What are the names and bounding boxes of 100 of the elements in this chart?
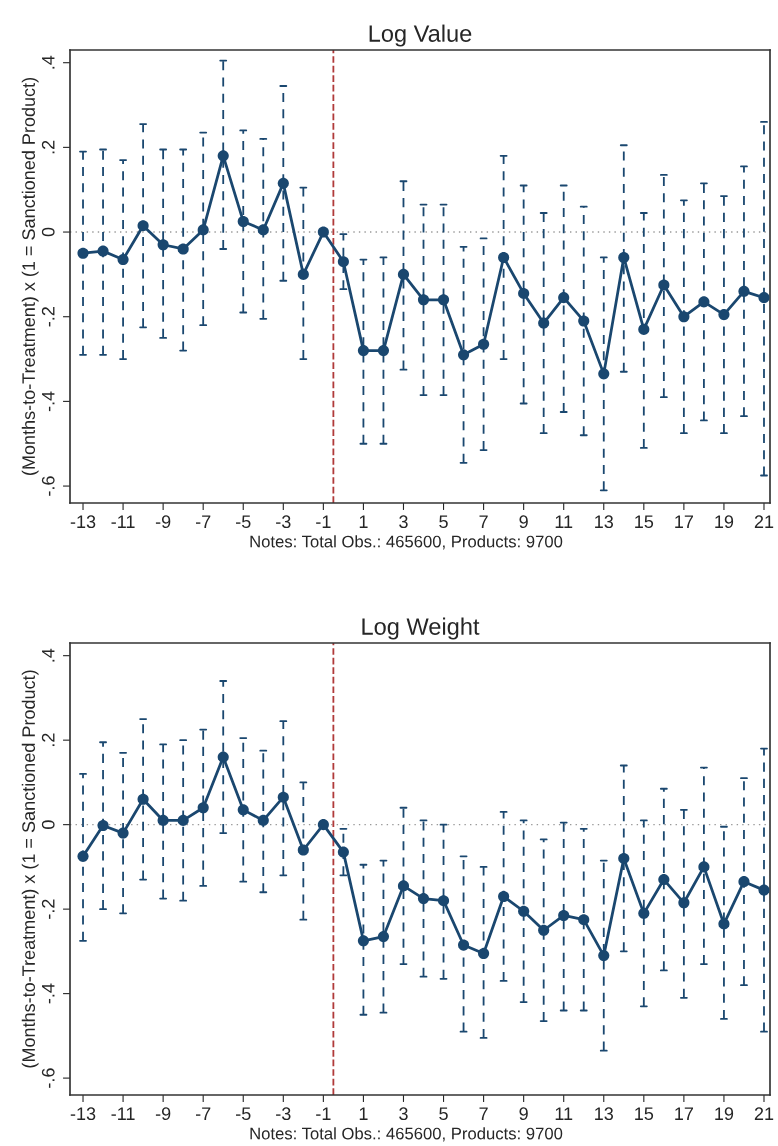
x-tick-label: 9 bbox=[519, 1107, 528, 1121]
point bbox=[337, 846, 349, 858]
point bbox=[738, 285, 750, 297]
point bbox=[177, 243, 189, 255]
y-tick-label: -.2 bbox=[41, 899, 55, 919]
point bbox=[538, 317, 550, 329]
point bbox=[458, 939, 470, 951]
point bbox=[478, 947, 490, 960]
x-tick-label: 11 bbox=[555, 515, 573, 528]
y-tick-label: .4 bbox=[42, 55, 55, 69]
y-axis-title: (Months-to-Treatment) x (1 = Sanctioned Product) bbox=[21, 670, 39, 1068]
x-tick-label: 7 bbox=[479, 515, 488, 528]
point bbox=[257, 814, 269, 826]
y-tick-label: -.6 bbox=[41, 1068, 55, 1088]
point bbox=[197, 802, 209, 814]
y-tick-label: 0 bbox=[41, 227, 55, 237]
text: Notes: Total Obs.: 465600, Products: 9700 bbox=[250, 1127, 563, 1142]
point bbox=[177, 814, 189, 826]
point bbox=[77, 247, 89, 259]
x-tick-label: 5 bbox=[439, 1107, 448, 1121]
point bbox=[397, 268, 410, 280]
point bbox=[638, 907, 650, 919]
x-tick-label: 1 bbox=[359, 515, 368, 528]
point bbox=[437, 895, 450, 907]
x-tick-label: -7 bbox=[195, 515, 211, 528]
point bbox=[578, 914, 590, 926]
point bbox=[417, 294, 430, 306]
point bbox=[458, 349, 470, 361]
point bbox=[97, 245, 109, 257]
point bbox=[317, 226, 329, 238]
point bbox=[117, 827, 129, 839]
point bbox=[518, 905, 530, 917]
y-tick-label: .2 bbox=[41, 140, 55, 154]
point bbox=[277, 791, 289, 803]
x-tick-label: 19 bbox=[715, 1107, 734, 1121]
x-tick-label: 3 bbox=[399, 1107, 408, 1121]
point bbox=[578, 315, 590, 327]
y-tick-label: -.6 bbox=[41, 476, 55, 496]
point bbox=[437, 294, 450, 306]
x-tick-label: 5 bbox=[439, 515, 448, 529]
point bbox=[738, 876, 750, 888]
x-tick-label: -5 bbox=[236, 515, 251, 529]
point bbox=[377, 931, 389, 943]
chart-title: Log Value bbox=[369, 24, 472, 47]
point bbox=[478, 338, 490, 350]
point bbox=[618, 852, 630, 864]
x-tick-label: -1 bbox=[316, 1107, 331, 1120]
point bbox=[417, 893, 430, 905]
x-tick-label: -13 bbox=[70, 1107, 96, 1121]
point bbox=[598, 950, 610, 962]
point bbox=[357, 345, 369, 357]
point bbox=[217, 751, 229, 763]
point bbox=[718, 918, 730, 930]
x-tick-label: 15 bbox=[635, 515, 654, 529]
chart-title: Log Weight bbox=[362, 617, 480, 640]
y-tick-label: .4 bbox=[42, 648, 55, 662]
point bbox=[297, 268, 309, 280]
point bbox=[217, 150, 229, 162]
x-tick-label: -3 bbox=[276, 1107, 291, 1121]
x-tick-label: 19 bbox=[715, 515, 734, 529]
x-tick-label: 9 bbox=[519, 515, 528, 529]
x-tick-label: -3 bbox=[276, 515, 291, 529]
point bbox=[758, 884, 770, 896]
x-tick-label: -9 bbox=[155, 515, 171, 529]
point bbox=[698, 296, 710, 308]
point bbox=[137, 220, 149, 232]
point bbox=[758, 292, 770, 304]
y-tick-label: -.2 bbox=[41, 307, 55, 327]
point bbox=[157, 239, 169, 251]
point bbox=[638, 323, 650, 335]
x-tick-label: 13 bbox=[595, 515, 614, 529]
x-tick-label: 7 bbox=[479, 1107, 488, 1120]
point bbox=[397, 880, 410, 892]
y-tick-label: 0 bbox=[41, 820, 55, 829]
point bbox=[237, 215, 249, 228]
point bbox=[157, 814, 169, 826]
point bbox=[498, 890, 510, 903]
point bbox=[658, 874, 670, 886]
x-tick-label: -9 bbox=[155, 1107, 171, 1121]
y-tick-label: -.4 bbox=[42, 983, 55, 1004]
point bbox=[137, 793, 149, 805]
y-tick-label: -.4 bbox=[42, 391, 55, 412]
point bbox=[658, 279, 670, 291]
point bbox=[237, 804, 249, 816]
point bbox=[257, 224, 269, 236]
point bbox=[357, 935, 369, 947]
text: Notes: Total Obs.: 465600, Products: 9700 bbox=[250, 535, 563, 550]
x-tick-label: 11 bbox=[555, 1107, 573, 1120]
point bbox=[518, 287, 530, 299]
x-tick-label: 21 bbox=[754, 1107, 774, 1120]
x-tick-label: -13 bbox=[70, 515, 96, 529]
point bbox=[277, 177, 289, 189]
x-tick-label: 1 bbox=[359, 1107, 368, 1120]
x-tick-label: 17 bbox=[675, 1107, 694, 1120]
x-tick-label: -11 bbox=[111, 1107, 135, 1120]
point bbox=[117, 254, 129, 266]
point bbox=[337, 256, 349, 268]
point bbox=[558, 292, 570, 304]
x-tick-label: 3 bbox=[399, 515, 408, 529]
x-tick-label: -7 bbox=[195, 1107, 211, 1120]
